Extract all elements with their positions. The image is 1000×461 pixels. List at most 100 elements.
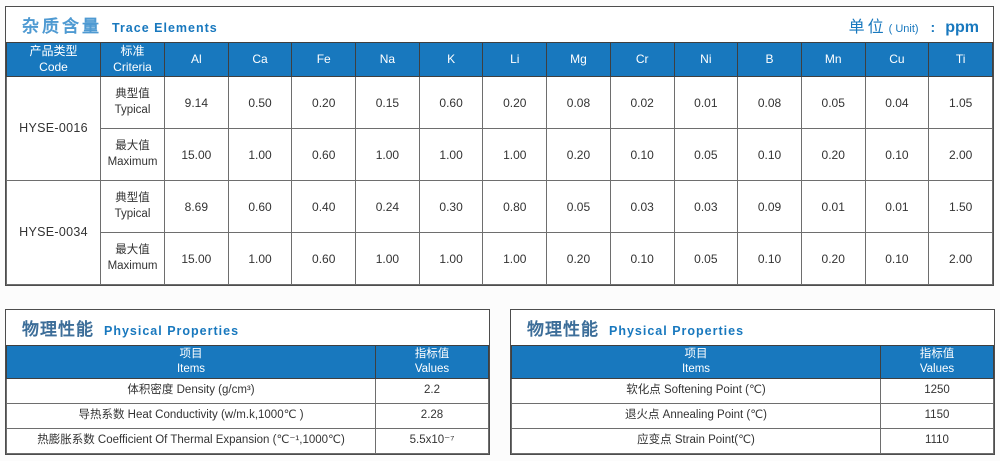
value-cell: 0.05 [673,232,739,286]
value-cell: 1.05 [928,76,993,130]
value-cell: 1.00 [227,232,293,286]
product-code-cell: HYSE-0016 [6,76,101,182]
value-cell: 0.10 [609,128,675,182]
header-criteria-en: Criteria [113,59,152,74]
phys-left-title-zh: 物理性能 [22,320,94,339]
value-cell: 0.20 [546,128,611,182]
value-cell: 0.10 [864,232,930,286]
header-items-en: Items [681,362,711,375]
phys-right-title-zh: 物理性能 [527,320,599,339]
value-cell: 0.20 [800,232,866,286]
property-value-cell: 1250 [880,377,994,404]
header-values-en: Values [414,362,450,375]
header-items: 项目 Items [511,345,881,379]
phys-left-title-bar: 物理性能 Physical Properties [6,310,489,345]
header-criteria-zh: 标准 [120,44,145,58]
value-cell: 15.00 [164,232,229,286]
criteria-cell: 典型值 Typical [100,180,165,234]
label-zh: 典型值 [115,88,150,101]
trace-title-en: Trace Elements [112,21,218,35]
property-value-cell: 1110 [880,427,994,454]
element-header-al: Al [164,41,229,78]
trace-row: HYSE-0034 典型值 Typical 8.69 0.60 0.40 0.24 0.30 0… [6,180,993,286]
element-header-cu: Cu [864,41,930,78]
value-cell: 2.00 [928,128,993,182]
value-cell: 0.60 [418,76,484,130]
property-row: 热膨胀系数 Coefficient Of Thermal Expansion (… [6,427,489,454]
trace-title-zh: 杂质含量 [22,17,102,36]
property-item-cell: 导热系数 Heat Conductivity (w/m.k,1000℃ ) [6,402,376,429]
value-cell: 0.60 [291,128,357,182]
value-cell: 1.00 [418,232,484,286]
value-cell: 0.60 [291,232,357,286]
trace-elements-section: 杂质含量 Trace Elements 单位 ( Unit) : ppm 产品类… [5,6,994,287]
criteria-cell: 最大值 Maximum [100,128,165,182]
trace-row: 最大值 Maximum 15.00 1.00 0.60 1.00 1.00 1.00 0.20 0… [7,232,993,286]
value-cell: 0.08 [737,76,802,130]
unit-label-zh: 单位 [848,18,887,36]
value-cell: 0.30 [418,180,484,234]
value-cell: 0.10 [737,232,802,286]
physical-properties-left-section: 物理性能 Physical Properties 项目 Items 指标值 Va… [5,309,490,455]
element-header-b: B [737,41,802,78]
header-values: 指标值 Values [375,345,489,379]
value-cell: 0.05 [800,76,866,130]
value-cell: 0.01 [800,180,866,234]
trace-title-bar: 杂质含量 Trace Elements 单位 ( Unit) : ppm [6,7,993,42]
value-cell: 1.00 [418,128,484,182]
phys-right-title-en: Physical Properties [609,324,745,338]
physical-properties-left-table: 项目 Items 指标值 Values 体积密度 Density (g/cm³)… [6,345,489,454]
property-item-cell: 退火点 Annealing Point (℃) [511,402,881,429]
phys-right-title-bar: 物理性能 Physical Properties [511,310,994,345]
element-header-ca: Ca [227,41,293,78]
element-header-k: K [418,41,484,78]
property-row: 导热系数 Heat Conductivity (w/m.k,1000℃ ) 2.2… [6,402,489,429]
header-product-code: 产品类型 Code [6,41,101,78]
value-cell: 0.08 [546,76,611,130]
label-en: Maximum [107,155,158,168]
property-value-cell: 2.2 [375,377,489,404]
property-value-cell: 1150 [880,402,994,429]
value-cell: 0.10 [609,232,675,286]
label-en: Typical [114,103,151,116]
header-product-code-en: Code [39,59,68,74]
value-cell: 1.50 [928,180,993,234]
value-cell: 1.00 [355,128,420,182]
value-cell: 0.05 [546,180,611,234]
value-cell: 0.01 [864,180,930,234]
value-cell: 0.01 [673,76,739,130]
value-cell: 0.02 [609,76,675,130]
unit-indicator: 单位 ( Unit) : ppm [849,13,979,37]
element-header-ni: Ni [673,41,739,78]
value-cell: 1.00 [227,128,293,182]
property-row: 体积密度 Density (g/cm³) 2.2 [6,377,489,404]
value-cell: 0.40 [291,180,357,234]
header-criteria: 标准 Criteria [100,41,165,78]
value-cell: 1.00 [482,232,548,286]
trace-elements-table: 产品类型 Code 标准 Criteria Al Ca Fe Na K Li Mg Cr Ni B… [6,41,993,286]
value-cell: 15.00 [164,128,229,182]
header-values-en: Values [919,362,955,375]
criteria-cell: 最大值 Maximum [100,232,165,286]
unit-label-en: ( Unit) [888,22,919,35]
value-cell: 0.20 [800,128,866,182]
label-en: Maximum [107,259,158,272]
value-cell: 0.20 [291,76,357,130]
label-zh: 典型值 [115,192,150,205]
header-items-zh: 项目 [179,348,203,360]
value-cell: 0.10 [737,128,802,182]
element-header-cr: Cr [609,41,675,78]
element-header-mg: Mg [546,41,611,78]
label-en: Typical [114,207,151,220]
value-cell: 0.05 [673,128,739,182]
element-header-li: Li [482,41,548,78]
property-item-cell: 体积密度 Density (g/cm³) [6,377,376,404]
trace-header-row: 产品类型 Code 标准 Criteria Al Ca Fe Na K Li Mg Cr Ni B… [6,41,993,78]
property-item-cell: 应变点 Strain Point(℃) [511,427,881,454]
element-header-fe: Fe [291,41,357,78]
value-cell: 9.14 [164,76,229,130]
value-cell: 0.60 [227,180,293,234]
property-value-cell: 2.28 [375,402,489,429]
element-header-mn: Mn [800,41,866,78]
criteria-cell: 典型值 Typical [100,76,165,130]
